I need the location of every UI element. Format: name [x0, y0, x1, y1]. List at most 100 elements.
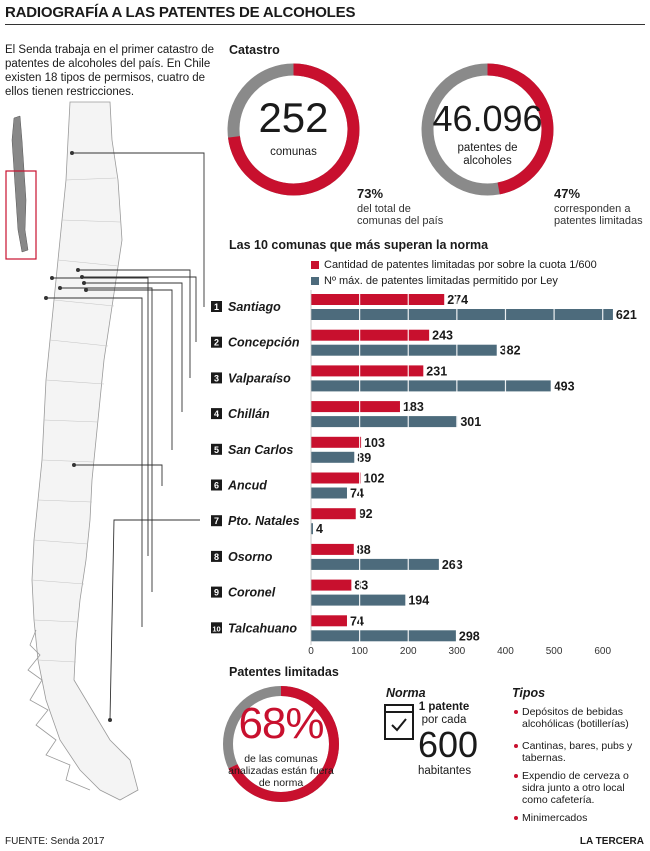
- tipo-item: Expendio de cerveza o sidra junto a otro…: [514, 770, 650, 806]
- map-connectors: [46, 152, 205, 721]
- rank-number: 2: [214, 338, 219, 348]
- catastro-heading: Catastro: [229, 43, 280, 57]
- footer-source: FUENTE: Senda 2017: [5, 836, 105, 847]
- patentes-pct: 47%: [554, 186, 581, 201]
- bar-red: [311, 365, 424, 377]
- x-tick-label: 400: [497, 646, 514, 657]
- rank-number: 6: [214, 481, 219, 491]
- bar-steel: [311, 558, 439, 570]
- bar-red-label: 83: [354, 579, 368, 593]
- tipos-heading: Tipos: [512, 686, 546, 700]
- bar-steel-label: 621: [616, 308, 637, 322]
- bar-steel-label: 382: [500, 344, 521, 358]
- bar-steel-label: 89: [357, 451, 371, 465]
- rank-badge: [211, 301, 222, 312]
- bar-red: [311, 294, 445, 305]
- bar-red: [311, 543, 354, 555]
- rank-badge: [211, 336, 222, 348]
- bar-steel: [311, 594, 406, 606]
- bar-red: [311, 472, 361, 484]
- bar-red: [311, 508, 356, 520]
- donut-limitadas: [222, 685, 340, 803]
- x-tick-label: 500: [546, 646, 563, 657]
- category-label: Santiago: [228, 300, 281, 314]
- footer-brand: LA TERCERA: [579, 836, 644, 847]
- norma-line2: por cada: [421, 714, 467, 726]
- donut-patentes: 46.096 patentes de alcoholes: [420, 62, 555, 197]
- rank-badge: [211, 515, 222, 527]
- bar-steel-label: 493: [554, 379, 575, 393]
- norma-heading: Norma: [386, 686, 426, 700]
- bar-steel-label: 298: [459, 629, 480, 643]
- comunas-pct-note: del total de comunas del país: [357, 203, 444, 227]
- rank-badge: [211, 622, 222, 634]
- tipo-item: Cantinas, bares, pubs y tabernas.: [514, 740, 650, 764]
- legend-swatch-steel: [311, 277, 319, 285]
- rank-number: 7: [214, 516, 219, 526]
- category-label: Talcahuano: [228, 621, 297, 635]
- rank-badge: [211, 550, 222, 562]
- norma-line1: 1 patente: [418, 701, 470, 713]
- bar-red-label: 183: [403, 400, 424, 414]
- bar-red-label: 103: [364, 436, 385, 450]
- rank-number: 1: [214, 302, 219, 312]
- rank-number: 10: [212, 624, 220, 633]
- bar-red-label: 74: [350, 614, 364, 628]
- bar-steel-label: 301: [460, 415, 481, 429]
- rank-number: 9: [214, 588, 219, 598]
- page-title: RADIOGRAFÍA A LAS PATENTES DE ALCOHOLES: [5, 4, 356, 21]
- rank-badge: [211, 372, 222, 384]
- rank-badge: [211, 443, 222, 455]
- legend-item-red: Cantidad de patentes limitadas por sobre…: [311, 259, 597, 271]
- category-label: Concepción: [228, 336, 300, 350]
- bar-steel: [311, 309, 613, 320]
- bar-steel: [311, 344, 497, 356]
- bar-red: [311, 436, 362, 448]
- donut-comunas-value: 252: [258, 94, 329, 141]
- limitadas-pct: 68%: [238, 699, 324, 748]
- category-label: Coronel: [228, 586, 276, 600]
- rank-number: 8: [214, 552, 219, 562]
- legend-label-steel: Nº máx. de patentes limitadas permitido …: [324, 275, 558, 287]
- intro-text: El Senda trabaja en el primer catastro d…: [5, 44, 215, 98]
- rank-badge: [211, 408, 222, 420]
- bar-steel-label: 194: [408, 594, 429, 608]
- category-label: Pto. Natales: [228, 514, 300, 528]
- bar-red-label: 102: [364, 472, 385, 486]
- rank-number: 4: [214, 409, 219, 419]
- donut-patentes-value: 46.096: [432, 98, 543, 139]
- x-tick-label: 0: [308, 646, 314, 657]
- bar-red: [311, 401, 400, 413]
- limitadas-text: de las comunas analizadas están fuera de…: [228, 753, 334, 789]
- rank-badge: [211, 479, 222, 491]
- bar-steel-label: 74: [350, 487, 364, 501]
- norma-text: 1 patente por cada: [418, 701, 470, 727]
- rank-number: 3: [214, 373, 219, 383]
- patentes-pct-note: corresponden a patentes limitadas: [554, 203, 643, 227]
- rank-number: 5: [214, 445, 219, 455]
- category-label: Osorno: [228, 550, 273, 564]
- legend-swatch-red: [311, 261, 319, 269]
- bar-steel: [311, 416, 458, 428]
- bar-red-label: 231: [426, 364, 447, 378]
- legend-item-steel: Nº máx. de patentes limitadas permitido …: [311, 275, 558, 287]
- bar-steel: [311, 523, 313, 535]
- chile-map: [5, 101, 205, 801]
- bar-steel-label: 263: [442, 558, 463, 572]
- x-tick-label: 300: [449, 646, 466, 657]
- category-label: Ancud: [227, 479, 267, 493]
- title-divider: [5, 24, 645, 25]
- bar-red-label: 243: [432, 329, 453, 343]
- category-label: Valparaíso: [228, 371, 291, 385]
- norma-line3: habitantes: [418, 765, 472, 777]
- x-tick-label: 200: [400, 646, 417, 657]
- bar-steel: [311, 380, 551, 392]
- norma-number: 600: [418, 724, 479, 765]
- donut-comunas: 252 comunas: [226, 62, 361, 197]
- donut-patentes-arc: [421, 63, 554, 196]
- bar-steel: [311, 630, 456, 642]
- x-tick-label: 600: [594, 646, 611, 657]
- chile-main-map: [27, 101, 139, 801]
- comunas-pct: 73%: [357, 186, 384, 201]
